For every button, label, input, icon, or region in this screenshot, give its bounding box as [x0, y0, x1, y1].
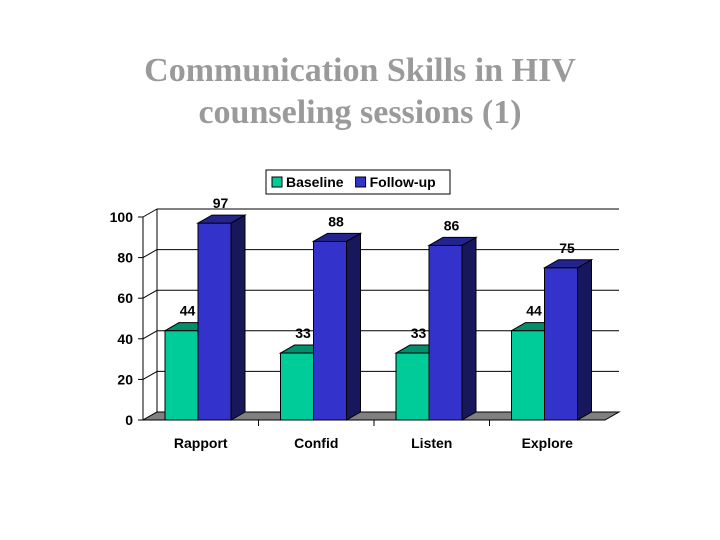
y-tick-label: 40: [117, 331, 133, 347]
bar-top: [427, 236, 478, 246]
bar-front: [395, 352, 430, 421]
bar-followup-explore: [542, 258, 594, 421]
bar-side: [346, 232, 361, 421]
data-label: 44: [180, 303, 196, 319]
x-category-label: Confid: [294, 435, 338, 451]
bar-front: [164, 330, 199, 421]
legend-swatch: [355, 176, 367, 188]
legend: Baseline Follow-up: [265, 169, 451, 195]
y-tick-label: 0: [125, 412, 133, 428]
data-label: 75: [559, 240, 575, 256]
data-label: 33: [295, 325, 311, 341]
grid-diagonal: [142, 330, 158, 340]
bar-followup-rapport: [196, 214, 247, 421]
data-label: 86: [444, 217, 460, 233]
data-label: 88: [328, 213, 344, 229]
legend-label: Baseline: [286, 174, 344, 190]
bar-side: [461, 236, 477, 421]
grid-diagonal: [142, 249, 158, 259]
grid-diagonal: [142, 208, 158, 218]
y-tick-label: 20: [117, 371, 133, 387]
bar-followup-listen: [427, 236, 478, 421]
bar-front: [280, 352, 314, 421]
bar-front: [313, 240, 347, 421]
bar-front: [544, 267, 578, 421]
y-tick-label: 80: [117, 250, 133, 266]
grid-diagonal: [142, 289, 158, 299]
legend-label: Follow-up: [370, 174, 436, 190]
y-tick-label: 60: [117, 290, 133, 306]
x-category-label: Listen: [411, 435, 452, 451]
legend-swatch: [271, 176, 283, 188]
bar-front: [197, 222, 232, 421]
chart-title-line-1: Communication Skills in HIV: [144, 52, 576, 89]
bar-top: [196, 214, 247, 224]
bar-front: [511, 330, 545, 421]
chart-title: Communication Skills in HIV counseling s…: [0, 50, 720, 134]
x-category-label: Rapport: [174, 435, 228, 451]
bars: [163, 214, 594, 421]
bar-top: [311, 232, 363, 242]
axes: 0 20 40 60 80 100 Rapport Confid Listen Explore: [110, 209, 605, 451]
bar-side: [230, 214, 246, 421]
bar-followup-confid: [311, 232, 363, 421]
data-label: 97: [213, 195, 229, 211]
data-label: 33: [411, 325, 427, 341]
grid-diagonal: [142, 370, 158, 380]
bar-top: [542, 259, 594, 269]
bar-front: [428, 244, 463, 421]
bar-side: [577, 258, 592, 421]
data-labels: 44 97 33 88 33 86 44 75: [180, 195, 575, 341]
x-category-label: Explore: [522, 435, 574, 451]
y-tick-label: 100: [110, 209, 134, 225]
chart-title-line-2: counseling sessions (1): [198, 94, 522, 131]
data-label: 44: [526, 303, 542, 319]
